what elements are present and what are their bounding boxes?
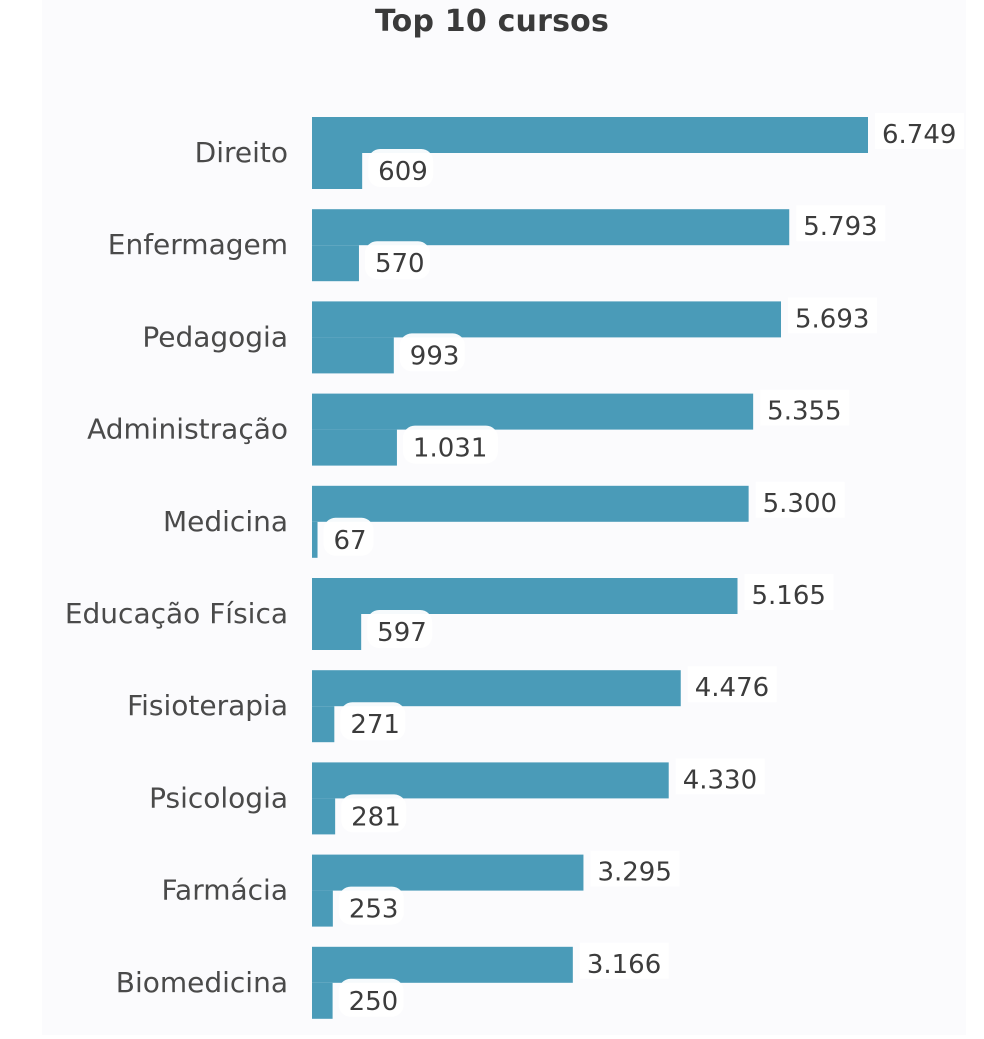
value-label-series-2: 271 [350,710,400,740]
category-label: Enfermagem [108,228,288,261]
value-label-series-2: 609 [378,157,428,187]
value-label-bg [340,702,406,741]
value-label-bg [323,517,374,556]
bar-series-2 [312,429,397,466]
bar-series-2 [312,798,336,835]
bar-series-1 [312,946,573,983]
category-label: Fisioterapia [127,689,288,722]
bar-series-1 [312,209,790,246]
value-label-series-1: 4.476 [695,673,769,703]
bar-series-1 [312,578,738,614]
category-label: Administração [87,413,288,446]
value-label-series-2: 570 [375,249,425,279]
category-label: Pedagogia [142,320,288,353]
bar-series-2 [312,153,363,189]
bar-series-1 [312,485,749,522]
value-label-series-2: 993 [410,341,460,371]
value-label-series-1: 4.330 [683,765,757,795]
category-label: Farmácia [162,874,288,907]
bar-series-1 [312,762,669,799]
value-label-bg [367,610,433,648]
bar-series-2 [312,706,335,743]
value-label-bg [875,113,964,149]
bar-series-2 [312,337,394,374]
category-label: Direito [195,136,288,169]
value-label-series-1: 5.693 [795,304,869,334]
bar-series-2 [312,614,362,650]
bar-series-2 [312,890,333,927]
value-label-series-2: 67 [334,526,367,556]
value-label-bg [579,942,669,979]
bar-series-1 [312,117,868,153]
value-label-bg [755,481,845,518]
bar-series-2 [312,521,318,558]
chart-title: Top 10 cursos [374,4,610,39]
category-label: Biomedicina [116,966,288,999]
value-label-series-1: 5.165 [752,581,826,611]
value-label-series-2: 253 [349,895,399,925]
value-label-bg [338,978,404,1017]
value-label-series-1: 3.295 [597,858,671,888]
value-label-series-1: 5.793 [803,212,877,242]
bar-series-2 [312,982,333,1019]
value-label-bg [368,149,434,187]
value-label-bg [364,241,430,280]
bar-series-2 [312,245,359,282]
value-label-bg [402,425,498,464]
value-label-series-2: 250 [349,987,399,1017]
bar-series-1 [312,854,584,891]
category-label: Medicina [163,505,288,538]
value-label-series-1: 3.166 [587,950,661,980]
value-label-series-1: 5.300 [763,489,837,519]
value-label-bg [687,666,777,703]
value-label-bg [744,574,834,610]
category-label: Educação Física [65,597,288,630]
value-label-series-2: 1.031 [413,434,487,464]
value-label-bg [341,794,407,833]
value-label-series-1: 6.749 [882,120,956,150]
value-label-bg [760,389,850,426]
value-label-bg [788,297,878,334]
value-label-bg [399,333,465,372]
bar-series-1 [312,301,782,338]
value-label-bg [338,886,404,925]
bar-series-1 [312,670,681,707]
value-label-bg [796,205,886,242]
value-label-series-1: 5.355 [767,397,841,427]
value-label-bg [590,850,680,887]
bar-series-1 [312,393,754,430]
category-label: Psicologia [149,781,288,814]
value-label-series-2: 597 [377,618,427,648]
value-label-series-2: 281 [351,802,401,832]
value-label-bg [675,758,765,795]
